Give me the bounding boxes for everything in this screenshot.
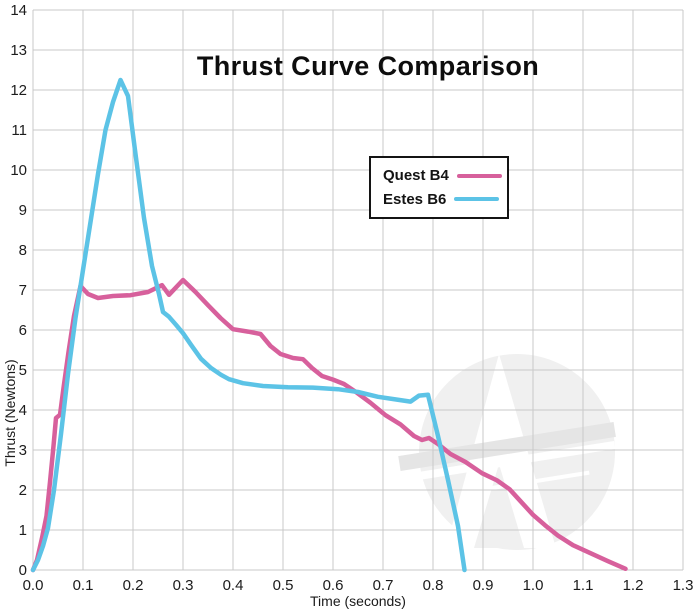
legend-label: Quest B4 [383, 167, 449, 185]
x-tick-label: 0.4 [223, 577, 244, 594]
x-tick-label: 0.3 [173, 577, 194, 594]
x-axis-title: Time (seconds) [310, 593, 406, 609]
legend-swatch-line [456, 173, 502, 179]
y-tick-label: 2 [19, 482, 27, 499]
y-tick-label: 4 [19, 402, 27, 419]
x-tick-label: 1.0 [523, 577, 544, 594]
y-tick-label: 9 [19, 202, 27, 219]
x-tick-label: 1.3 [673, 577, 694, 594]
y-tick-label: 14 [10, 2, 27, 19]
legend-item-estes-b6: Estes B6 [383, 190, 500, 208]
y-tick-label: 1 [19, 522, 27, 539]
y-tick-label: 10 [10, 162, 27, 179]
chart-title: Thrust Curve Comparison [196, 51, 540, 81]
x-tick-label: 0.9 [473, 577, 494, 594]
y-tick-label: 8 [19, 242, 27, 259]
legend-item-quest-b4: Quest B4 [383, 167, 502, 185]
y-axis-title: Thrust (Newtons) [2, 359, 18, 467]
x-tick-label: 1.1 [573, 577, 594, 594]
series-line-quest-b4 [30, 277, 628, 573]
x-tick-label: 0.0 [23, 577, 44, 594]
x-tick-label: 0.6 [323, 577, 344, 594]
y-tick-label: 13 [10, 42, 27, 59]
gridlines [32, 9, 684, 571]
y-tick-label: 6 [19, 322, 27, 339]
y-tick-label: 11 [11, 122, 27, 139]
legend-label: Estes B6 [383, 190, 447, 208]
y-tick-label: 7 [19, 282, 27, 299]
watermark-logo [398, 354, 616, 550]
x-tick-label: 1.2 [623, 577, 644, 594]
series-line-estes-b6 [30, 77, 467, 573]
y-tick-label: 12 [10, 82, 27, 99]
chart-legend: Quest B4 Estes B6 [369, 156, 509, 219]
x-tick-label: 0.8 [423, 577, 444, 594]
legend-swatch-line [454, 196, 500, 202]
x-tick-label: 0.7 [373, 577, 394, 594]
x-tick-label: 0.5 [273, 577, 294, 594]
x-tick-label: 0.1 [73, 577, 94, 594]
x-tick-label: 0.2 [123, 577, 144, 594]
y-tick-label: 5 [19, 362, 27, 379]
y-tick-label: 0 [19, 562, 27, 579]
y-tick-label: 3 [19, 442, 27, 459]
